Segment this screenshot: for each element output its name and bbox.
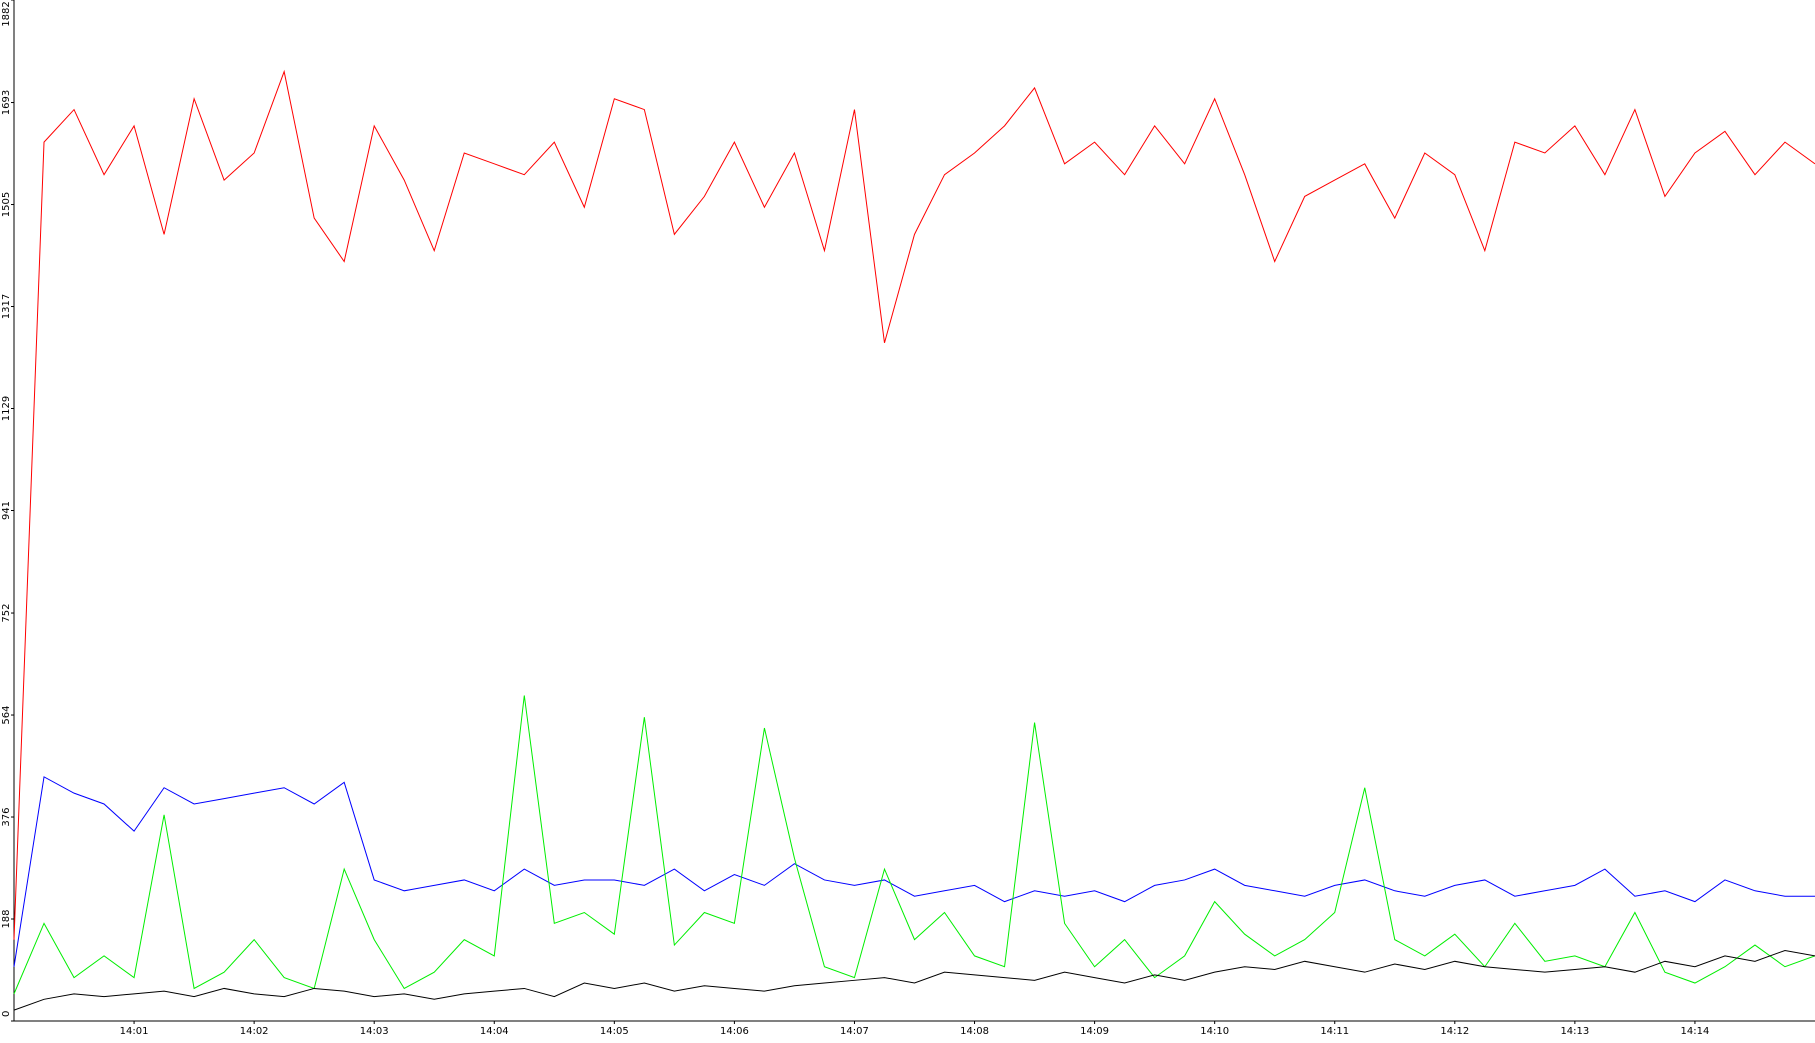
x-tick-label: 14:04 xyxy=(480,1026,509,1037)
x-tick-label: 14:10 xyxy=(1200,1026,1229,1037)
y-tick-label: 188 xyxy=(1,909,12,928)
x-tick-label: 14:09 xyxy=(1080,1026,1109,1037)
x-tick-label: 14:03 xyxy=(360,1026,389,1037)
x-tick-label: 14:02 xyxy=(240,1026,269,1037)
x-tick-label: 14:06 xyxy=(720,1026,749,1037)
series-line xyxy=(13,776,1815,967)
y-tick-label: 1505 xyxy=(1,192,12,217)
x-tick-label: 14:13 xyxy=(1560,1026,1589,1037)
y-tick-label: 1882 xyxy=(1,1,12,26)
x-tick-label: 14:05 xyxy=(600,1026,629,1037)
x-tick-label: 14:14 xyxy=(1681,1026,1710,1037)
y-tick-label: 0 xyxy=(1,1011,12,1017)
y-tick-label: 564 xyxy=(1,705,12,724)
y-tick-label: 1129 xyxy=(1,396,12,421)
y-tick-label: 941 xyxy=(1,501,12,520)
series-line xyxy=(13,69,1815,940)
series-line xyxy=(13,695,1815,995)
x-tick-label: 14:11 xyxy=(1320,1026,1349,1037)
y-tick-label: 1317 xyxy=(1,294,12,319)
y-tick-label: 1693 xyxy=(1,90,12,115)
x-tick-label: 14:08 xyxy=(960,1026,989,1037)
x-tick-label: 14:01 xyxy=(120,1026,149,1037)
y-tick-label: 752 xyxy=(1,603,12,622)
series-line xyxy=(13,949,1815,1011)
y-tick-label: 376 xyxy=(1,807,12,826)
x-tick-label: 14:07 xyxy=(840,1026,869,1037)
x-tick-label: 14:12 xyxy=(1440,1026,1469,1037)
